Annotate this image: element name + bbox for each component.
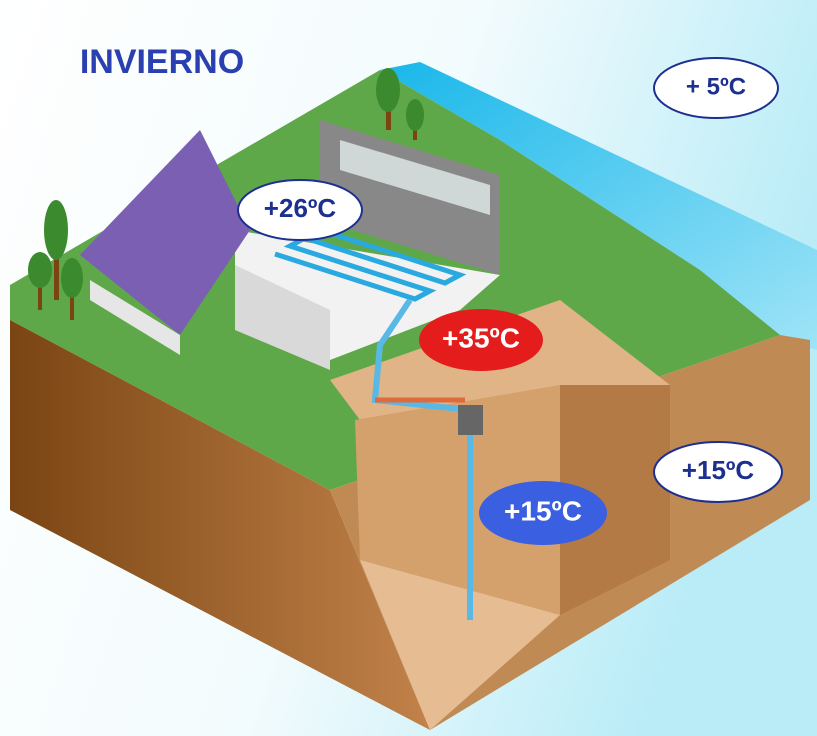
trees (28, 68, 424, 320)
label-bubble (479, 481, 607, 545)
house-side (90, 280, 180, 355)
label-bubble (237, 179, 363, 241)
title: INVIERNO (80, 43, 244, 81)
floor-heating-pipe (274, 227, 467, 302)
label-text: +26ºC (264, 193, 337, 223)
label-text: + 5ºC (686, 73, 746, 100)
roof (80, 130, 250, 335)
windows (340, 140, 490, 215)
label-bubble (653, 441, 783, 503)
label-text: +15ºC (682, 455, 755, 485)
wall (235, 265, 330, 370)
label-bubble (419, 309, 543, 371)
earth-left (10, 320, 430, 730)
pit-floor (360, 560, 560, 730)
label-text: +15ºC (504, 495, 582, 526)
borehole-head (458, 405, 483, 435)
label-text: +35ºC (442, 322, 520, 353)
label-bubble (653, 57, 779, 119)
pit-wall (560, 385, 670, 615)
sea (380, 62, 817, 350)
